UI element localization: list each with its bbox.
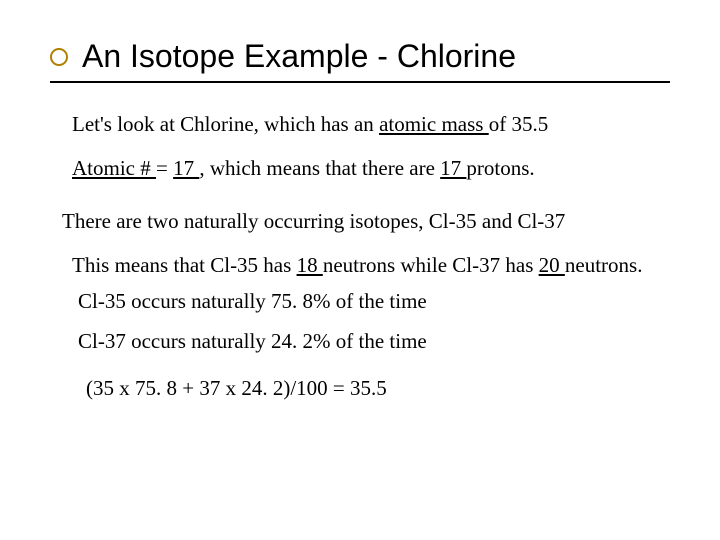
line-isotopes: There are two naturally occurring isotop… bbox=[62, 208, 670, 234]
slide-title: An Isotope Example - Chlorine bbox=[82, 38, 516, 75]
line-neutrons: This means that Cl-35 has 18 neutrons wh… bbox=[72, 252, 670, 278]
blank-20: 20 bbox=[539, 253, 565, 277]
bullet-icon bbox=[50, 48, 68, 66]
line-cl35-pct: Cl-35 occurs naturally 75. 8% of the tim… bbox=[78, 288, 670, 314]
slide: An Isotope Example - Chlorine Let's look… bbox=[0, 0, 720, 540]
text: , which means that there are bbox=[199, 156, 440, 180]
underline-atomic-num: Atomic # bbox=[72, 156, 156, 180]
title-underline bbox=[50, 81, 670, 83]
text: of 35.5 bbox=[489, 112, 549, 136]
underline-atomic-mass: atomic mass bbox=[379, 112, 489, 136]
text: neutrons. bbox=[565, 253, 643, 277]
title-row: An Isotope Example - Chlorine bbox=[50, 38, 670, 75]
line-intro: Let's look at Chlorine, which has an ato… bbox=[72, 111, 670, 137]
text: = bbox=[156, 156, 173, 180]
text: Let's look at Chlorine, which has an bbox=[72, 112, 379, 136]
line-cl37-pct: Cl-37 occurs naturally 24. 2% of the tim… bbox=[78, 328, 670, 354]
blank-17b: 17 bbox=[440, 156, 466, 180]
text: protons. bbox=[466, 156, 534, 180]
line-calc: (35 x 75. 8 + 37 x 24. 2)/100 = 35.5 bbox=[86, 375, 670, 401]
text: This means that Cl-35 has bbox=[72, 253, 297, 277]
blank-17a: 17 bbox=[173, 156, 199, 180]
text: neutrons while Cl-37 has bbox=[323, 253, 539, 277]
blank-18: 18 bbox=[297, 253, 323, 277]
body: Let's look at Chlorine, which has an ato… bbox=[50, 111, 670, 401]
line-atomic-number: Atomic # = 17 , which means that there a… bbox=[72, 155, 670, 181]
